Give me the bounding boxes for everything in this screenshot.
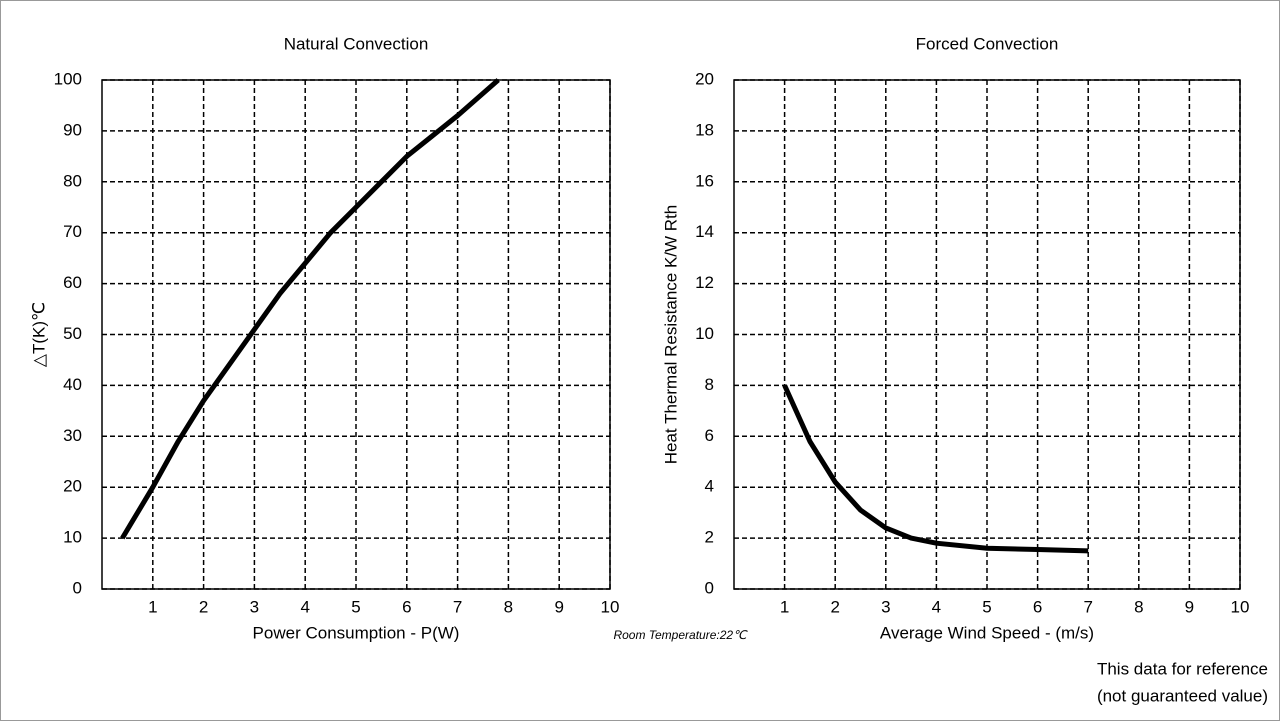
y-tick-label: 16 [695, 171, 714, 190]
plot-border [101, 79, 611, 590]
x-tick-label: 1 [780, 597, 789, 616]
x-tick-label: 9 [554, 597, 563, 616]
y-tick-label: 40 [63, 375, 82, 394]
y-tick-label: 10 [63, 528, 82, 547]
x-tick-label: 10 [1231, 597, 1250, 616]
y-tick-label: 8 [705, 375, 714, 394]
data-line [782, 384, 1089, 554]
y-tick-label: 0 [705, 578, 714, 597]
y-tick-label: 100 [54, 69, 82, 88]
y-tick-label: 90 [63, 120, 82, 139]
y-tick-label: 14 [695, 222, 714, 241]
x-tick-label: 7 [1083, 597, 1092, 616]
reference-note: This data for reference [1097, 659, 1268, 678]
x-tick-label: 6 [402, 597, 411, 616]
y-tick-label: 60 [63, 273, 82, 292]
x-tick-label: 8 [504, 597, 513, 616]
x-tick-label: 4 [932, 597, 941, 616]
y-tick-label: 80 [63, 171, 82, 190]
reference-note: (not guaranteed value) [1097, 686, 1268, 705]
x-tick-label: 5 [351, 597, 360, 616]
x-tick-label: 7 [453, 597, 462, 616]
y-tick-label: 2 [705, 528, 714, 547]
y-tick-label: 6 [705, 426, 714, 445]
data-line [120, 78, 500, 540]
y-axis-label: Heat Thermal Resistance K/W Rth [661, 205, 680, 465]
x-tick-label: 3 [250, 597, 259, 616]
y-tick-label: 0 [73, 578, 82, 597]
x-tick-label: 3 [881, 597, 890, 616]
y-axis-label: △T(K)℃ [29, 302, 48, 367]
x-tick-label: 2 [830, 597, 839, 616]
y-tick-label: 70 [63, 222, 82, 241]
chart-title: Forced Convection [916, 34, 1059, 53]
x-tick-label: 10 [601, 597, 620, 616]
chart-title: Natural Convection [284, 34, 429, 53]
x-tick-label: 5 [982, 597, 991, 616]
x-tick-label: 1 [148, 597, 157, 616]
y-tick-label: 30 [63, 426, 82, 445]
y-tick-label: 50 [63, 324, 82, 343]
x-tick-label: 2 [199, 597, 208, 616]
y-tick-label: 20 [63, 477, 82, 496]
x-tick-label: 6 [1033, 597, 1042, 616]
x-tick-label: 9 [1185, 597, 1194, 616]
x-axis-label: Power Consumption - P(W) [253, 623, 460, 642]
room-note: Room Temperature:22℃ [613, 628, 748, 642]
y-tick-label: 4 [705, 477, 714, 496]
x-axis-label: Average Wind Speed - (m/s) [880, 623, 1094, 642]
plot-border [733, 79, 1241, 590]
x-tick-label: 8 [1134, 597, 1143, 616]
y-tick-label: 10 [695, 324, 714, 343]
x-tick-label: 4 [300, 597, 309, 616]
y-tick-label: 18 [695, 120, 714, 139]
y-tick-label: 20 [695, 69, 714, 88]
y-tick-label: 12 [695, 273, 714, 292]
